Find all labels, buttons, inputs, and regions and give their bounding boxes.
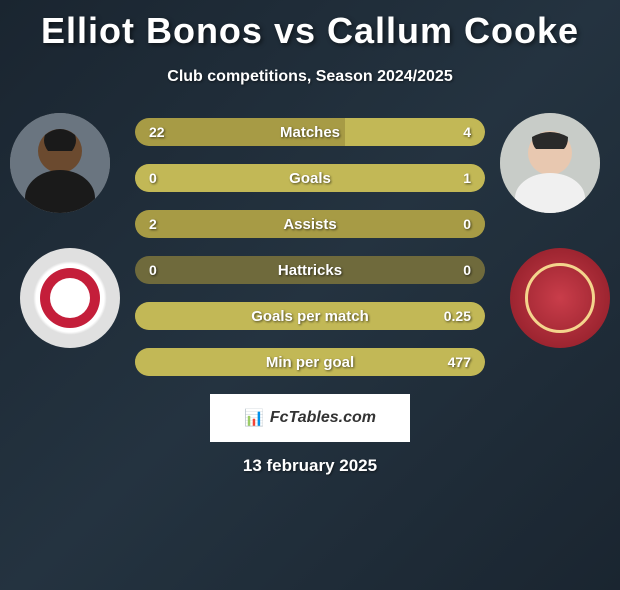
- club-right-logo: [510, 248, 610, 348]
- stat-label: Goals: [135, 170, 485, 187]
- chart-icon: 📊: [244, 408, 264, 428]
- stat-row: 477Min per goal: [135, 348, 485, 376]
- player-left-avatar: [10, 113, 110, 213]
- page-title: Elliot Bonos vs Callum Cooke: [0, 10, 620, 52]
- stat-label: Assists: [135, 216, 485, 233]
- watermark[interactable]: 📊 FcTables.com: [210, 394, 410, 442]
- stat-label: Hattricks: [135, 262, 485, 279]
- player-right-avatar: [500, 113, 600, 213]
- subtitle: Club competitions, Season 2024/2025: [0, 68, 620, 86]
- stat-row: 01Goals: [135, 164, 485, 192]
- club-left-logo: [20, 248, 120, 348]
- date-label: 13 february 2025: [0, 456, 620, 476]
- stat-row: 00Hattricks: [135, 256, 485, 284]
- comparison-content: 224Matches 01Goals 20Assists 00Hattricks 0.2…: [0, 118, 620, 376]
- stat-label: Goals per match: [135, 308, 485, 325]
- stats-container: 224Matches 01Goals 20Assists 00Hattricks 0.2…: [135, 118, 485, 376]
- stat-label: Min per goal: [135, 354, 485, 371]
- stat-row: 224Matches: [135, 118, 485, 146]
- watermark-text: FcTables.com: [270, 409, 376, 427]
- stat-row: 0.25Goals per match: [135, 302, 485, 330]
- stat-label: Matches: [135, 124, 485, 141]
- stat-row: 20Assists: [135, 210, 485, 238]
